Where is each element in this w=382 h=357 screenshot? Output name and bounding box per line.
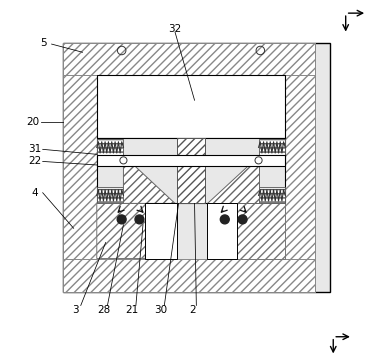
Text: 4: 4 (32, 188, 39, 198)
Bar (63, 43, 97, 292)
Bar (177, 137, 205, 203)
Text: 30: 30 (154, 305, 167, 315)
Bar (63, 43, 330, 292)
Text: 32: 32 (168, 24, 181, 34)
Polygon shape (207, 203, 285, 258)
Circle shape (117, 215, 126, 224)
Bar (97, 155, 285, 166)
Circle shape (135, 215, 144, 224)
Text: 21: 21 (126, 305, 139, 315)
Text: 31: 31 (29, 144, 42, 154)
Circle shape (220, 215, 229, 224)
Text: 2: 2 (189, 305, 196, 315)
Text: 22: 22 (29, 156, 42, 166)
Polygon shape (123, 155, 175, 203)
Bar (259, 139, 285, 155)
Bar (97, 137, 285, 203)
Polygon shape (207, 155, 259, 203)
Text: 5: 5 (40, 38, 47, 48)
Polygon shape (97, 203, 175, 258)
Text: 28: 28 (97, 305, 110, 315)
Bar (207, 203, 237, 258)
Bar (145, 203, 177, 258)
Bar (63, 43, 316, 75)
Bar (97, 139, 123, 155)
Text: 20: 20 (26, 117, 39, 127)
Circle shape (238, 215, 247, 224)
Bar (63, 258, 316, 292)
Bar (259, 187, 285, 203)
Bar (97, 187, 123, 203)
Bar (282, 43, 316, 292)
Bar (97, 75, 285, 137)
Text: 3: 3 (72, 305, 79, 315)
